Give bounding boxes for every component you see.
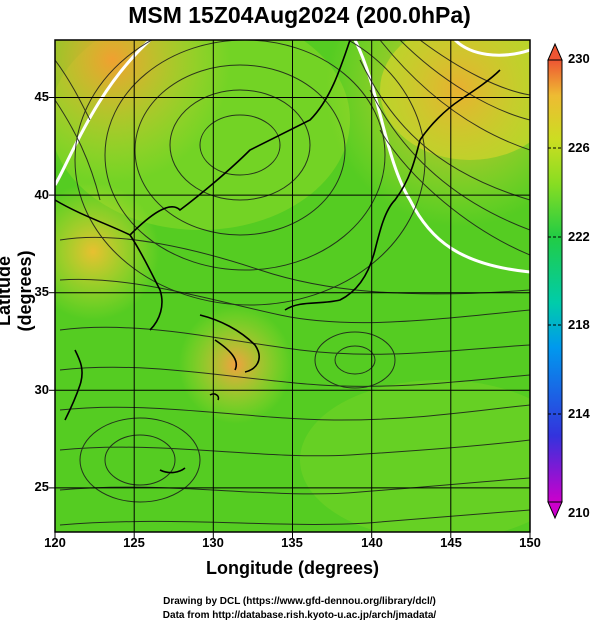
x-tick-label: 150 bbox=[519, 535, 541, 550]
colorbar-tick-label: 230 bbox=[568, 51, 590, 66]
colorbar-tick-label: 210 bbox=[568, 505, 590, 520]
colorbar-tick-label: 218 bbox=[568, 317, 590, 332]
y-tick-label: 45 bbox=[34, 89, 49, 104]
wind-streamlines bbox=[55, 40, 530, 526]
colorbar-tick-label: 214 bbox=[568, 406, 590, 421]
map-title: MSM 15Z04Aug2024 (200.0hPa) bbox=[128, 2, 471, 28]
x-tick-label: 145 bbox=[440, 535, 462, 550]
grid-lines bbox=[55, 40, 530, 532]
y-axis-label: Latitude (degrees) bbox=[0, 250, 35, 332]
colorbar-tick-label: 222 bbox=[568, 229, 590, 244]
x-tick-label: 130 bbox=[202, 535, 224, 550]
x-tick-label: 120 bbox=[44, 535, 66, 550]
y-tick-label: 35 bbox=[34, 284, 49, 299]
colorbar-max-arrow bbox=[547, 42, 563, 61]
colorbar-min-arrow bbox=[547, 501, 563, 520]
x-tick-label: 135 bbox=[281, 535, 303, 550]
x-tick-label: 140 bbox=[361, 535, 383, 550]
data-credit: Data from http://database.rish.kyoto-u.a… bbox=[162, 610, 437, 621]
y-tick-label: 25 bbox=[34, 479, 49, 494]
y-tick-label: 40 bbox=[34, 187, 49, 202]
field-shading bbox=[55, 40, 530, 532]
x-axis-label: Longitude (degrees) bbox=[205, 558, 379, 578]
colorbar-tick-label: 226 bbox=[568, 140, 590, 155]
x-tick-label: 125 bbox=[123, 535, 145, 550]
y-tick-label: 30 bbox=[34, 382, 49, 397]
coastlines bbox=[55, 40, 501, 474]
colorbar bbox=[547, 42, 563, 520]
drawing-credit: Drawing by DCL (https://www.gfd-dennou.o… bbox=[163, 596, 436, 607]
